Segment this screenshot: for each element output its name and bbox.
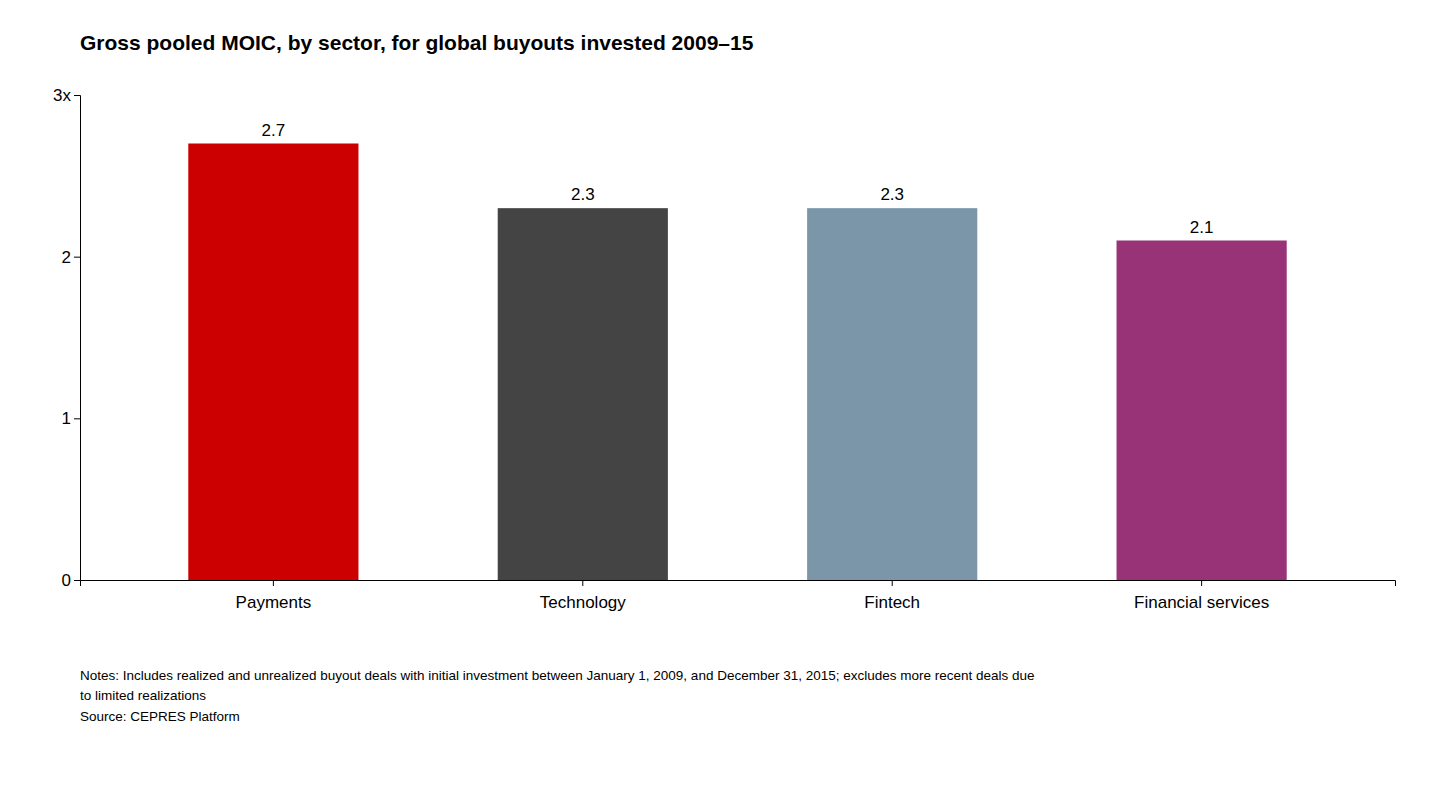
y-tick-label: 0: [62, 571, 71, 590]
x-tick-label: Payments: [236, 593, 312, 612]
y-axis: 0 1 2 3x: [53, 86, 80, 590]
bar: [807, 208, 977, 580]
x-tick: Financial services: [1134, 580, 1269, 612]
chart: Gross pooled MOIC, by sector, for global…: [0, 0, 1440, 810]
y-tick-label: 2: [62, 248, 71, 267]
note-line: to limited realizations: [80, 688, 206, 703]
y-tick: 2: [62, 248, 80, 267]
bar: [498, 208, 668, 580]
plot: 0 1 2 3x Payments Technology Fintech Financial …: [53, 86, 1395, 612]
x-axis-line: [81, 581, 1396, 587]
bar: [1117, 241, 1287, 581]
title: Gross pooled MOIC, by sector, for global…: [80, 31, 754, 54]
bars: [188, 144, 1286, 581]
x-tick-label: Financial services: [1134, 593, 1269, 612]
data-label: 2.3: [571, 185, 595, 204]
y-tick-label: 1: [62, 409, 71, 428]
data-label: 2.3: [880, 185, 904, 204]
y-tick: 0: [62, 571, 80, 590]
x-tick-mark: [582, 580, 583, 586]
y-tick: 1: [62, 409, 80, 428]
note-line: Notes: Includes realized and unrealized …: [80, 668, 1035, 683]
y-tick-mark: [74, 418, 80, 419]
x-tick: Payments: [236, 580, 312, 612]
data-labels: 2.7 2.3 2.3 2.1: [262, 121, 1214, 237]
x-tick-mark: [892, 580, 893, 586]
data-label: 2.7: [262, 121, 286, 140]
y-tick-mark: [74, 95, 80, 96]
x-tick: Fintech: [864, 580, 920, 612]
x-tick-mark: [1201, 580, 1202, 586]
note-line: Source: CEPRES Platform: [80, 709, 240, 724]
y-tick: 3x: [53, 86, 80, 105]
y-tick-label: 3x: [53, 86, 71, 105]
x-axis: Payments Technology Fintech Financial servi…: [81, 580, 1396, 612]
bar: [188, 144, 358, 581]
data-label: 2.1: [1190, 218, 1214, 237]
x-tick-mark: [273, 580, 274, 586]
y-tick-mark: [74, 580, 80, 581]
y-tick-mark: [74, 257, 80, 258]
y-axis-line: [74, 96, 81, 581]
x-tick-label: Technology: [540, 593, 627, 612]
x-tick: Technology: [540, 580, 627, 612]
notes: Notes: Includes realized and unrealized …: [80, 668, 1035, 724]
x-tick-label: Fintech: [864, 593, 920, 612]
